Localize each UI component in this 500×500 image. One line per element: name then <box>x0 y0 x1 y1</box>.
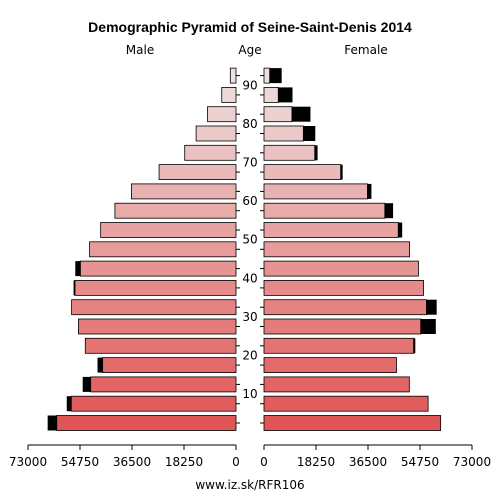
female-excess-25-29 <box>420 319 436 334</box>
female-bar-10-14 <box>263 376 410 393</box>
female-bar-45-49 <box>263 241 411 258</box>
female-bar-55-59 <box>263 202 386 219</box>
female-excess-50-54 <box>398 222 403 238</box>
age-tick-label: 80 <box>242 117 257 131</box>
female-excess-80-84 <box>291 106 311 122</box>
female-excess-30-34 <box>426 299 437 315</box>
male-bar-55-59 <box>114 202 237 219</box>
female-excess-20-24 <box>413 338 416 354</box>
male-bar-50-54 <box>100 222 237 238</box>
female-value-tick-label: 54750 <box>401 455 439 469</box>
male-value-tick-label: 0 <box>232 455 240 469</box>
female-bar-75-79 <box>263 125 304 142</box>
female-label: Female <box>344 43 387 57</box>
age-tick-label: 50 <box>242 233 257 247</box>
female-value-tick-label: 73000 <box>453 455 491 469</box>
female-bar-0-4 <box>263 415 442 431</box>
female-value-axis: 0 18250 36500 54750 73000 <box>260 444 491 469</box>
female-bar-25-29 <box>263 318 422 335</box>
male-excess-35-39 <box>73 280 76 296</box>
male-bar-25-29 <box>78 318 237 335</box>
male-bar-70-74 <box>184 144 237 161</box>
male-bar-75-79 <box>195 125 237 142</box>
chart-title: Demographic Pyramid of Seine-Saint-Denis… <box>88 19 412 35</box>
male-value-axis: 73000 54750 36500 18250 0 <box>9 444 240 469</box>
footer-url[interactable]: www.iz.sk/RFR106 <box>195 478 304 492</box>
male-label: Male <box>126 43 154 57</box>
female-value-tick-label: 36500 <box>349 455 387 469</box>
female-bar-50-54 <box>263 222 399 238</box>
male-bar-65-69 <box>158 164 237 181</box>
male-excess-40-44 <box>75 261 81 277</box>
male-bar-0-4 <box>56 415 237 431</box>
male-bar-30-34 <box>71 299 237 316</box>
male-bar-80-84 <box>207 106 237 123</box>
female-excess-85-89 <box>278 87 293 103</box>
age-tick-label: 10 <box>242 387 257 401</box>
age-tick-label: 90 <box>242 78 257 92</box>
male-bar-20-24 <box>84 337 237 354</box>
age-tick-label: 70 <box>242 155 257 169</box>
male-bar-35-39 <box>74 279 237 296</box>
female-excess-90+ <box>269 68 282 84</box>
male-excess-5-9 <box>66 396 72 412</box>
female-bar-5-9 <box>263 395 429 412</box>
female-bar-90+ <box>263 67 271 84</box>
female-value-tick-label: 0 <box>260 455 268 469</box>
female-bar-35-39 <box>263 279 424 296</box>
male-excess-0-4 <box>47 415 57 431</box>
female-bar-65-69 <box>263 164 342 181</box>
male-value-tick-label: 18250 <box>165 455 203 469</box>
female-bar-30-34 <box>263 299 427 316</box>
male-bar-10-14 <box>90 376 237 393</box>
age-axis: 10 20 30 40 50 60 70 80 90 <box>236 75 264 424</box>
female-bar-20-24 <box>263 337 414 354</box>
female-excess-60-64 <box>367 183 372 199</box>
female-bar-70-74 <box>263 144 316 161</box>
male-bar-45-49 <box>89 241 237 258</box>
age-tick-label: 30 <box>242 310 257 324</box>
female-bar-15-19 <box>263 357 397 374</box>
male-bar-60-64 <box>131 183 237 200</box>
male-bar-15-19 <box>102 357 237 374</box>
male-bar-5-9 <box>70 395 237 412</box>
female-value-tick-label: 18250 <box>297 455 335 469</box>
male-value-tick-label: 36500 <box>113 455 151 469</box>
female-excess-65-69 <box>340 164 343 180</box>
female-excess-75-79 <box>303 126 316 141</box>
male-excess-10-14 <box>82 376 91 392</box>
age-label: Age <box>238 43 261 57</box>
male-value-tick-label: 73000 <box>9 455 47 469</box>
female-excess-55-59 <box>384 203 394 219</box>
male-bars <box>47 67 237 431</box>
female-bar-85-89 <box>263 87 279 103</box>
female-bars <box>263 67 442 431</box>
female-excess-70-74 <box>314 145 318 161</box>
male-bar-90+ <box>229 67 237 84</box>
age-tick-label: 20 <box>242 348 257 362</box>
female-bar-40-44 <box>263 260 419 277</box>
age-tick-label: 40 <box>242 271 257 285</box>
male-bar-85-89 <box>221 87 237 103</box>
female-bar-80-84 <box>263 106 293 123</box>
male-value-tick-label: 54750 <box>61 455 99 469</box>
male-excess-15-19 <box>97 357 103 373</box>
male-bar-40-44 <box>80 260 237 277</box>
age-tick-label: 60 <box>242 194 257 208</box>
female-bar-60-64 <box>263 183 368 200</box>
